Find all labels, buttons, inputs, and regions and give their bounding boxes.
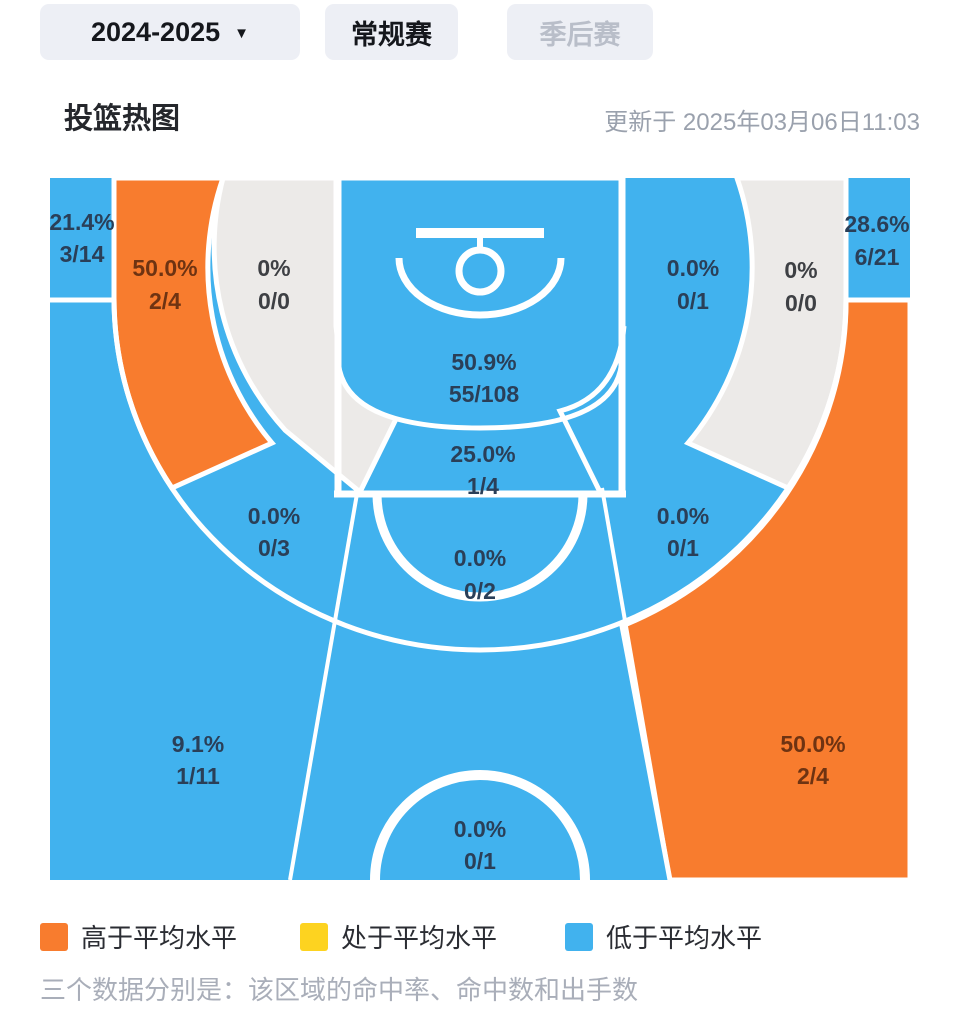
legend-footnote: 三个数据分别是：该区域的命中率、命中数和出手数 <box>40 975 639 1005</box>
zone-label: 28.6% <box>844 211 909 237</box>
zone-label: 3/14 <box>60 241 105 267</box>
season-dropdown-label: 2024-2025 <box>91 16 221 47</box>
zone-label: 0/1 <box>667 535 699 561</box>
page-title: 投篮热图 <box>64 103 181 135</box>
legend-label: 高于平均水平 <box>81 923 238 953</box>
zone-label: 2/4 <box>149 288 181 314</box>
zone-label: 0.0% <box>454 816 506 842</box>
season-dropdown[interactable]: 2024-2025 ▼ <box>40 4 300 60</box>
updated-timestamp: 更新于 2025年03月06日11:03 <box>604 109 920 136</box>
zone-label: 9.1% <box>172 731 224 757</box>
zone-label: 1/11 <box>176 763 220 789</box>
zone-label: 0% <box>257 255 290 281</box>
legend-item-above-average: 高于平均水平 <box>40 918 237 955</box>
zone-label: 0/0 <box>258 288 290 314</box>
zone-label: 2/4 <box>797 763 829 789</box>
zone-label: 55/108 <box>449 381 520 407</box>
zone-label: 1/4 <box>467 473 499 499</box>
zone-label: 0.0% <box>657 503 709 529</box>
right-three-divider <box>600 487 672 880</box>
legend-swatch-yellow <box>300 922 328 951</box>
zone-restricted-area <box>335 178 625 431</box>
paint-lines <box>334 178 626 498</box>
free-throw-circle <box>372 493 588 602</box>
zone-label: 0.0% <box>248 503 300 529</box>
zone-label: 0/3 <box>258 535 290 561</box>
zone-label: 21.4% <box>50 209 115 235</box>
zone-label: 50.9% <box>451 349 516 375</box>
tab-playoffs-label: 季后赛 <box>539 19 621 50</box>
three-point-line <box>111 178 849 653</box>
legend-swatch-blue <box>565 922 593 951</box>
zone-label: 0/1 <box>464 848 496 874</box>
legend-label: 低于平均水平 <box>606 923 763 953</box>
zone-label: 0% <box>784 257 817 283</box>
zone-label: 25.0% <box>450 441 515 467</box>
legend-swatch-orange <box>40 922 68 951</box>
rim <box>455 246 505 296</box>
tab-regular-season[interactable]: 常规赛 <box>325 4 458 60</box>
restricted-arc <box>395 257 565 319</box>
legend-label: 处于平均水平 <box>341 923 498 953</box>
shot-heatmap: 21.4% 3/14 50.0% 2/4 0% 0/0 50.9% 55/108… <box>50 178 910 880</box>
zone-label: 0/0 <box>785 290 817 316</box>
center-circle <box>370 770 590 880</box>
legend-item-at-average: 处于平均水平 <box>300 918 497 955</box>
legend-item-below-average: 低于平均水平 <box>565 918 762 955</box>
zone-label: 0/1 <box>677 288 709 314</box>
tab-playoffs[interactable]: 季后赛 <box>507 4 653 60</box>
left-three-divider <box>288 487 360 880</box>
tab-regular-season-label: 常规赛 <box>351 19 432 50</box>
zone-label: 50.0% <box>132 255 197 281</box>
zone-label: 50.0% <box>780 731 845 757</box>
zone-label: 0.0% <box>667 255 719 281</box>
zone-label: 0/2 <box>464 578 496 604</box>
chevron-down-icon: ▼ <box>234 24 249 42</box>
zone-label: 6/21 <box>855 244 900 270</box>
shot-heatmap-svg: 21.4% 3/14 50.0% 2/4 0% 0/0 50.9% 55/108… <box>50 178 910 880</box>
zone-label: 0.0% <box>454 545 506 571</box>
